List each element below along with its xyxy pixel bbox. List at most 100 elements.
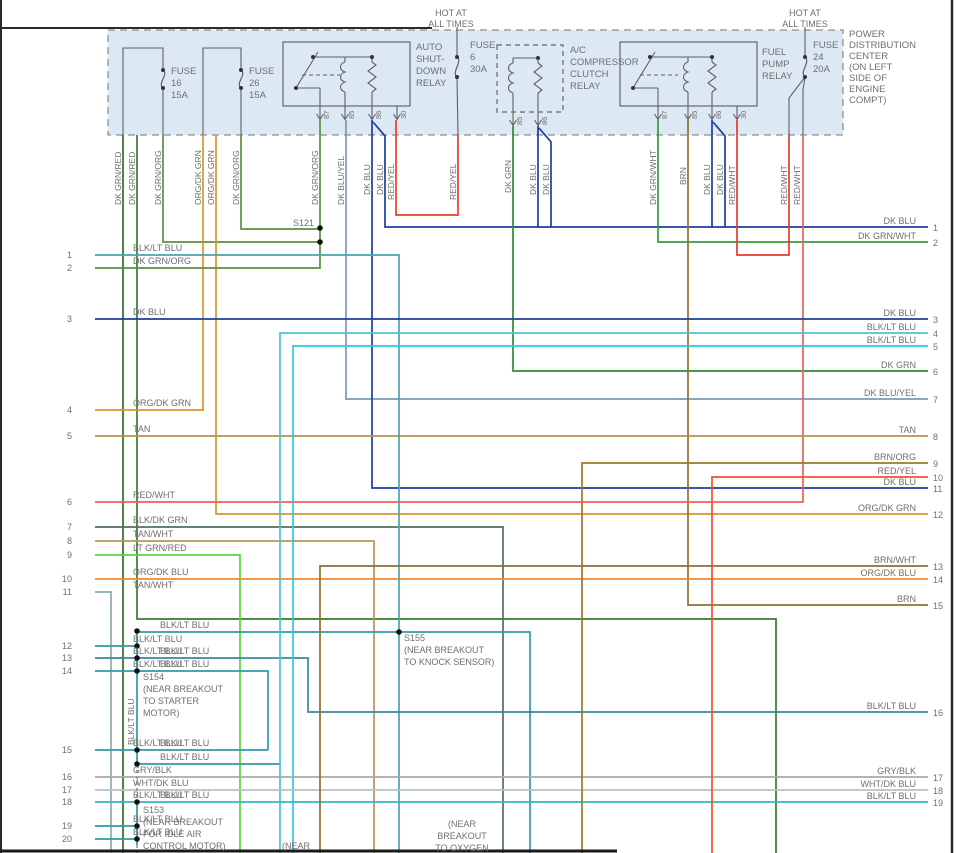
ac-compressor-clutch-relay-label: COMPRESSOR (570, 57, 639, 68)
branch-wire-label: BLK/LT BLU (160, 620, 209, 630)
vertical-wire-label: RED/YEL (386, 163, 396, 200)
left-pin-number-1: 1 (67, 250, 72, 260)
relay-resistor-symbol (707, 61, 717, 93)
right-pin-number-15: 15 (933, 601, 943, 611)
annotation-text: S155 (404, 633, 425, 643)
wire-dk-grn-ac85-row6R (512, 126, 928, 372)
left-wire-label-16: GRY/BLK (133, 765, 172, 775)
right-wire-label-9: BRN/ORG (874, 452, 916, 462)
annotation-text: BREAKOUT (437, 831, 487, 841)
vertical-wire-label: DK BLU (541, 164, 551, 195)
wire-dk-grn-org-fuse16-s121 (162, 135, 318, 243)
right-wire-label-6: DK GRN (881, 360, 916, 370)
right-wire-label-15: BRN (897, 594, 916, 604)
ac-compressor-clutch-relay-label: A/C (570, 45, 586, 56)
wire-red-wht-fuse24-row6L (95, 135, 804, 503)
annotation-text: (NEAR BREAKOUT (143, 817, 224, 827)
relay-pin-arrow-icon (534, 119, 542, 127)
relay-resistor-symbol (533, 62, 543, 94)
annotation-text: MOTOR) (143, 708, 179, 718)
vertical-wire-label: DK BLU (375, 164, 385, 195)
relay-pin-arrow-icon (393, 113, 401, 121)
vertical-wire-label: ORG/DK GRN (193, 150, 203, 205)
component-junction-dot (455, 75, 459, 79)
vertical-wire-label: DK BLU (702, 164, 712, 195)
right-wire-label-10: RED/YEL (877, 466, 916, 476)
vertical-wire-label: BLK/LT BLU (126, 699, 136, 745)
vertical-wire-label: BRN (678, 167, 688, 185)
pdc-label-line: ENGINE (849, 84, 885, 95)
vertical-wire-label: DK BLU (528, 164, 538, 195)
component-junction-dot (161, 86, 165, 90)
relay-pin-arrow-icon (341, 113, 349, 121)
pdc-internal-line (456, 76, 459, 136)
right-wire-label-11: DK BLU (883, 477, 916, 487)
wire-dk-blu-asd86a-row11R (371, 120, 928, 489)
right-wire-label-17: GRY/BLK (877, 766, 916, 776)
right-pin-number-18: 18 (933, 786, 943, 796)
left-wire-label-1: BLK/LT BLU (133, 243, 182, 253)
annotation-text: TO KNOCK SENSOR) (404, 657, 494, 667)
relay-pin-arrow-icon (733, 113, 741, 121)
pdc-label-line: DISTRIBUTION (849, 40, 916, 51)
fuse-26-label: 26 (249, 78, 260, 89)
wire-org-dk-grn-row12R (215, 135, 928, 515)
relay-pin-arrow-icon (654, 113, 662, 121)
component-junction-dot (294, 86, 298, 90)
splice-dot (134, 655, 140, 661)
right-wire-label-19: BLK/LT BLU (867, 791, 916, 801)
left-pin-number-17: 17 (62, 785, 72, 795)
right-pin-number-2: 2 (933, 238, 938, 248)
splice-dot (134, 823, 140, 829)
fuse-16-label: 16 (171, 78, 182, 89)
right-wire-label-7: DK BLU/YEL (864, 388, 916, 398)
right-pin-number-17: 17 (933, 773, 943, 783)
vertical-wire-label: DK BLU (715, 164, 725, 195)
vertical-wire-label: DK GRN/WHT (648, 150, 658, 205)
vertical-wire-label: RED/WHT (779, 165, 789, 205)
component-junction-dot (803, 55, 807, 59)
ac-compressor-clutch-relay-box (496, 44, 564, 113)
wire-org-dk-grn-row4L (95, 135, 204, 411)
fuse-6-label: 30A (470, 64, 488, 75)
component-junction-dot (710, 55, 714, 59)
auto-shutdown-relay-label: SHUT- (416, 54, 445, 65)
wire-dk-blu-yel-asd85-row7R (345, 120, 928, 400)
wire-tan-wht-row11L (95, 591, 112, 853)
left-wire-label-20: BLK/LT BLU (133, 827, 182, 837)
vertical-wire-label: RED/YEL (448, 163, 458, 200)
right-wire-label-13: BRN/WHT (874, 555, 916, 565)
left-wire-label-19: BLK/LT BLU (133, 814, 182, 824)
hot-at-all-times-left: ALL TIMES (428, 19, 474, 29)
right-wire-label-3: DK BLU (883, 308, 916, 318)
right-pin-number-5: 5 (933, 342, 938, 352)
right-wire-label-16: BLK/LT BLU (867, 701, 916, 711)
vertical-wire-label: DK GRN/ORG (153, 150, 163, 205)
left-wire-label-11: TAN/WHT (133, 580, 174, 590)
annotation-text: CONTROL MOTOR) (143, 841, 226, 851)
wire-dk-blu-asd86b-row1R (372, 121, 928, 228)
pdc-internal-line (122, 47, 164, 135)
left-pin-number-11: 11 (63, 587, 72, 597)
auto-shutdown-relay-label: RELAY (416, 78, 447, 89)
annotation-text: (NEAR BREAKOUT (404, 645, 485, 655)
relay-pin-number: 86 (540, 117, 549, 125)
splice-dot (134, 836, 140, 842)
relay-pin-number: 86 (714, 111, 723, 119)
wire-blk-lt-blu-row1L-s155 (95, 254, 400, 853)
left-wire-label-8: TAN/WHT (133, 529, 174, 539)
branch-wire-label: BLK/LT BLU (160, 752, 209, 762)
annotation-text: FOR IDLE AIR (143, 829, 202, 839)
left-wire-label-7: BLK/DK GRN (133, 515, 188, 525)
left-pin-number-5: 5 (67, 431, 72, 441)
branch-wire-label: BLK/LT BLU (160, 659, 209, 669)
fuse-26-label: 15A (249, 90, 267, 101)
relay-coil-symbol (339, 61, 347, 93)
vertical-wire-label: ORG/DK GRN (206, 150, 216, 205)
left-wire-label-6: RED/WHT (133, 490, 175, 500)
annotation-text: S153 (143, 805, 164, 815)
right-wire-label-4: BLK/LT BLU (867, 322, 916, 332)
relay-pin-number: 85 (515, 117, 524, 125)
